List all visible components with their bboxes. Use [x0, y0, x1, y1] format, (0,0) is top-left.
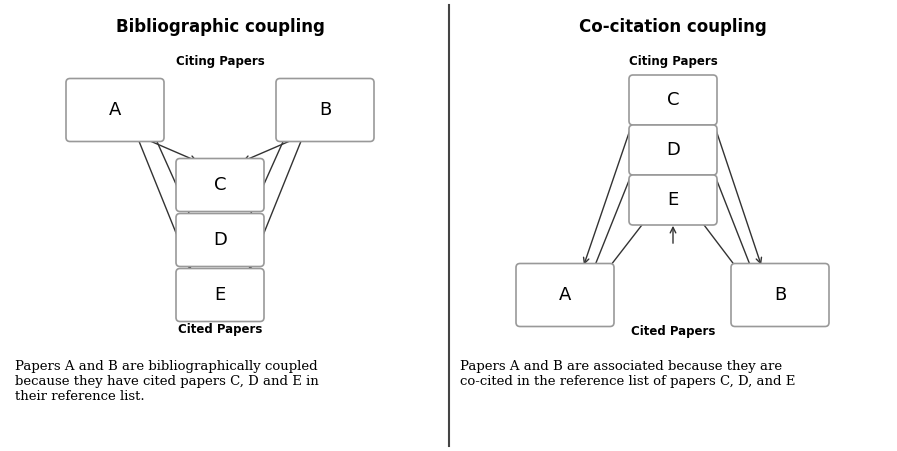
Text: Cited Papers: Cited Papers	[178, 323, 262, 336]
FancyBboxPatch shape	[176, 268, 264, 322]
Text: Bibliographic coupling: Bibliographic coupling	[116, 18, 325, 36]
Text: Papers A and B are bibliographically coupled
because they have cited papers C, D: Papers A and B are bibliographically cou…	[15, 360, 318, 403]
Text: D: D	[213, 231, 227, 249]
Text: Cited Papers: Cited Papers	[631, 325, 715, 338]
Text: C: C	[213, 176, 226, 194]
Text: Papers A and B are associated because they are
co-cited in the reference list of: Papers A and B are associated because th…	[460, 360, 796, 388]
Text: Citing Papers: Citing Papers	[629, 55, 718, 68]
Text: Citing Papers: Citing Papers	[176, 55, 265, 68]
FancyBboxPatch shape	[516, 263, 614, 327]
FancyBboxPatch shape	[176, 213, 264, 267]
Text: E: E	[667, 191, 679, 209]
FancyBboxPatch shape	[629, 175, 717, 225]
Text: E: E	[214, 286, 226, 304]
FancyBboxPatch shape	[629, 125, 717, 175]
FancyBboxPatch shape	[629, 75, 717, 125]
Text: A: A	[109, 101, 121, 119]
FancyBboxPatch shape	[276, 78, 374, 142]
FancyBboxPatch shape	[66, 78, 164, 142]
FancyBboxPatch shape	[176, 158, 264, 212]
Text: B: B	[774, 286, 786, 304]
Text: D: D	[666, 141, 680, 159]
Text: B: B	[318, 101, 331, 119]
Text: C: C	[666, 91, 679, 109]
Text: A: A	[559, 286, 571, 304]
Text: Co-citation coupling: Co-citation coupling	[579, 18, 767, 36]
FancyBboxPatch shape	[731, 263, 829, 327]
